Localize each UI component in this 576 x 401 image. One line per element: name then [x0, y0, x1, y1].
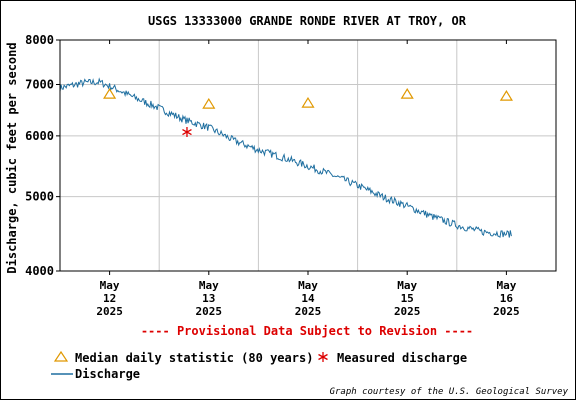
x-tick-label: May — [199, 279, 219, 292]
measured-marker — [182, 127, 192, 138]
y-tick-label: 6000 — [25, 129, 54, 143]
x-tick-label: May — [298, 279, 318, 292]
provisional-note: ---- Provisional Data Subject to Revisio… — [141, 324, 473, 338]
y-tick-label: 4000 — [25, 264, 54, 278]
chart-title: USGS 13333000 GRANDE RONDE RIVER AT TROY… — [148, 14, 467, 28]
x-tick-label: 13 — [202, 292, 215, 305]
x-tick-label: 2025 — [196, 305, 223, 318]
legend-measured-icon-stroke — [318, 353, 328, 361]
x-tick-label: May — [496, 279, 516, 292]
legend-discharge-label: Discharge — [75, 367, 140, 381]
x-tick-label: 14 — [301, 292, 315, 305]
median-marker — [202, 97, 216, 109]
y-tick-label: 7000 — [25, 78, 54, 92]
median-marker — [301, 96, 315, 108]
discharge-line — [59, 77, 512, 238]
x-tick-label: 2025 — [96, 305, 123, 318]
legend-measured-icon — [318, 352, 328, 362]
median-marker — [103, 88, 117, 99]
legend-median-icon — [53, 350, 69, 362]
x-tick-label: 2025 — [394, 305, 421, 318]
x-tick-label: May — [100, 279, 120, 292]
x-tick-label: 12 — [103, 292, 116, 305]
x-tick-label: 16 — [500, 292, 514, 305]
legend-measured-label: Measured discharge — [337, 351, 467, 365]
x-tick-label: 2025 — [493, 305, 520, 318]
measured-marker-stroke — [182, 128, 192, 136]
y-tick-label: 8000 — [25, 33, 54, 47]
x-tick-label: 2025 — [295, 305, 322, 318]
median-marker — [499, 89, 513, 101]
median-marker — [400, 88, 414, 99]
x-tick-label: 15 — [401, 292, 414, 305]
legend-median-label: Median daily statistic (80 years) — [75, 351, 313, 365]
x-tick-label: May — [397, 279, 417, 292]
y-tick-label: 5000 — [25, 190, 54, 204]
plot-border — [59, 39, 557, 272]
plot-area — [60, 40, 556, 271]
y-axis-label: Discharge, cubic feet per second — [5, 42, 19, 273]
credit-text: Graph courtesy of the U.S. Geological Su… — [330, 387, 569, 397]
